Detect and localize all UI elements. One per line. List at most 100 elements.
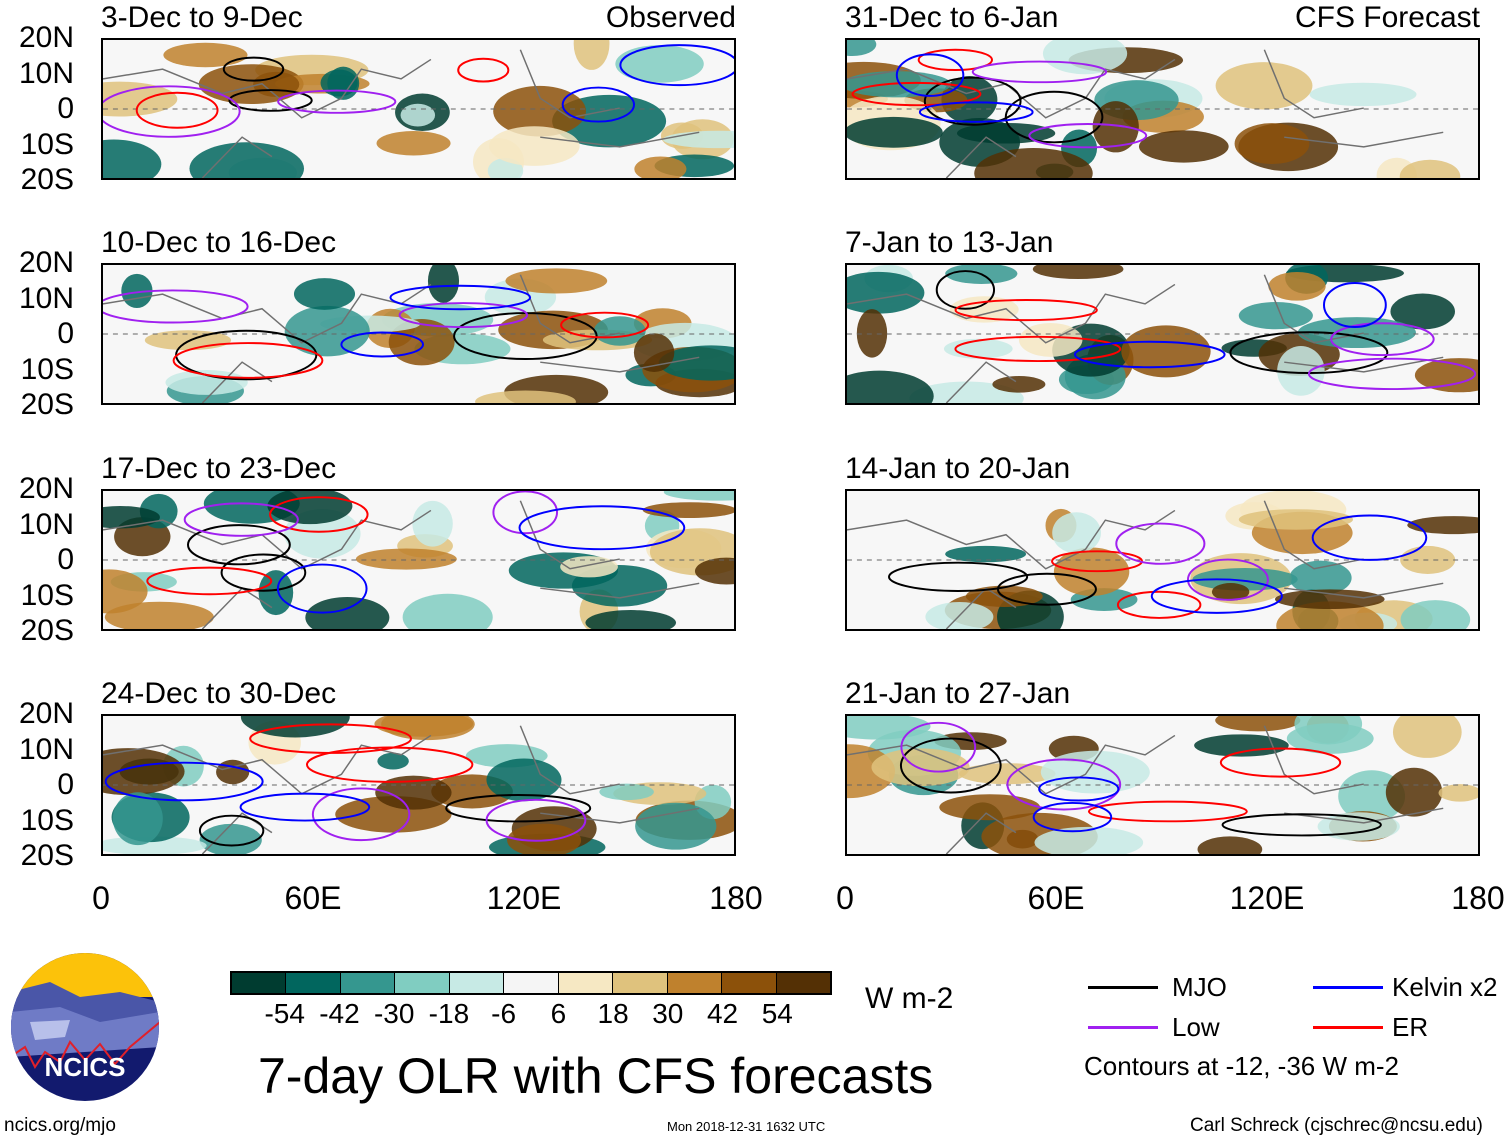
- olr-anomaly-blob: [165, 370, 248, 395]
- legend-label-er: ER: [1392, 1012, 1429, 1042]
- wave-contour: [1219, 747, 1342, 778]
- coastlines: [847, 500, 1444, 629]
- olr-anomaly-blob: [1194, 734, 1289, 757]
- panel-title: 31-Dec to 6-Jan: [845, 1, 1059, 34]
- contour-note: Contours at -12, -36 W m-2: [1084, 1051, 1399, 1081]
- colorbar-swatch: [340, 973, 396, 993]
- olr-anomaly-blob: [1309, 82, 1417, 107]
- olr-anomaly-blob: [486, 758, 562, 802]
- olr-anomaly-blob: [427, 265, 460, 303]
- lat-label: 0: [57, 768, 74, 801]
- olr-anomaly-blob: [1390, 293, 1455, 330]
- olr-anomaly-blob: [573, 40, 610, 70]
- olr-anomaly-blob: [1032, 265, 1124, 280]
- lat-label: 10S: [20, 803, 74, 837]
- lat-label: 10N: [18, 732, 74, 766]
- lat-label: 20S: [20, 163, 74, 196]
- olr-anomaly-blob: [635, 802, 717, 850]
- olr-map-panel: [101, 714, 736, 856]
- wave-contour: [1038, 776, 1120, 802]
- olr-anomaly-blob: [1197, 836, 1263, 854]
- olr-anomaly-blob: [1399, 159, 1461, 178]
- wave-contour: [340, 331, 424, 358]
- olr-anomaly-blob: [1400, 600, 1471, 629]
- footer-timestamp: Mon 2018-12-31 1632 UTC: [667, 1119, 826, 1134]
- wave-contour: [1006, 758, 1122, 811]
- olr-anomaly-blob: [375, 775, 452, 810]
- colorbar-swatch: [558, 973, 614, 993]
- olr-map-panel: [845, 489, 1480, 631]
- olr-map-panel: [101, 489, 736, 631]
- lat-label: 0: [57, 543, 74, 576]
- footer-url[interactable]: ncics.org/mjo: [4, 1115, 116, 1136]
- colorbar-swatch: [613, 973, 668, 993]
- wave-contour: [457, 57, 510, 83]
- wave-contour: [923, 76, 1022, 126]
- wave-contour: [1087, 800, 1248, 823]
- wave-contour: [1323, 282, 1387, 328]
- olr-anomaly-blob: [103, 139, 162, 178]
- olr-anomaly-blob: [112, 792, 163, 846]
- wave-contour: [917, 48, 993, 71]
- olr-anomaly-blob: [505, 268, 608, 294]
- colorbar-tick-label: -42: [319, 998, 360, 1029]
- colorbar-tick-label: 6: [550, 998, 567, 1029]
- legend-line-kelvin: [1313, 986, 1383, 989]
- olr-anomaly-blob: [615, 45, 704, 83]
- wave-contour: [560, 311, 650, 339]
- olr-anomaly-blob: [1438, 784, 1478, 802]
- olr-anomaly-blob: [633, 333, 675, 373]
- wave-contour: [918, 101, 1034, 123]
- olr-anomaly-blob: [959, 763, 1056, 785]
- panel-title: 24-Dec to 30-Dec: [101, 677, 337, 710]
- olr-anomaly-blob: [1121, 325, 1211, 378]
- wave-contour: [1115, 522, 1206, 565]
- lon-label: 120E: [486, 880, 562, 916]
- olr-anomaly-blob: [1040, 750, 1150, 794]
- colorbar-tick-label: 18: [597, 998, 629, 1029]
- wave-contour: [104, 761, 264, 802]
- olr-anomaly-blob: [847, 716, 931, 740]
- olr-anomaly-blob: [585, 610, 677, 629]
- wave-contour: [900, 721, 977, 773]
- wave-contour: [445, 794, 592, 823]
- olr-anomaly-blob: [267, 491, 353, 525]
- wave-contour: [518, 505, 686, 551]
- olr-anomaly-blob: [103, 81, 178, 117]
- wave-contour: [276, 563, 368, 614]
- footer-credit: Carl Schreck (cjschrec@ncsu.edu): [1190, 1115, 1483, 1136]
- colorbar-tick-label: -54: [264, 998, 305, 1029]
- colorbar-swatch: [232, 973, 287, 993]
- wave-contour: [1116, 590, 1202, 619]
- olr-anomaly-blob: [1052, 512, 1101, 554]
- colorbar-tick-label: -6: [491, 998, 517, 1029]
- olr-anomaly-blob: [103, 748, 185, 796]
- wave-contour: [1004, 90, 1104, 144]
- olr-anomaly-blob: [694, 557, 734, 585]
- olr-anomaly-blob: [189, 142, 304, 178]
- colorbar-swatch: [286, 973, 341, 993]
- olr-anomaly-blob: [1238, 301, 1313, 330]
- legend-line-er: [1313, 1026, 1383, 1029]
- column-label: Observed: [605, 1, 736, 34]
- lat-label: 20N: [18, 472, 74, 505]
- colorbar-swatch: [449, 973, 505, 993]
- wave-contour: [1150, 578, 1283, 614]
- lat-label: 0: [57, 317, 74, 350]
- wave-contour: [389, 284, 532, 311]
- wave-contour: [954, 335, 1122, 363]
- lon-label: 60E: [1027, 880, 1085, 916]
- lat-label: 10S: [20, 127, 74, 161]
- wave-contour: [175, 329, 318, 381]
- coastlines: [103, 274, 700, 403]
- colorbar-swatch: [395, 973, 450, 993]
- wave-contour: [1221, 813, 1382, 837]
- wave-contour: [971, 60, 1108, 84]
- olr-anomaly-blob: [560, 556, 618, 578]
- wave-contour: [1032, 801, 1113, 833]
- olr-anomaly-blob: [856, 309, 888, 358]
- olr-anomaly-blob: [1407, 516, 1478, 535]
- olr-anomaly-blob: [258, 570, 294, 616]
- wave-contour: [492, 491, 559, 535]
- lon-label: 120E: [1229, 880, 1305, 916]
